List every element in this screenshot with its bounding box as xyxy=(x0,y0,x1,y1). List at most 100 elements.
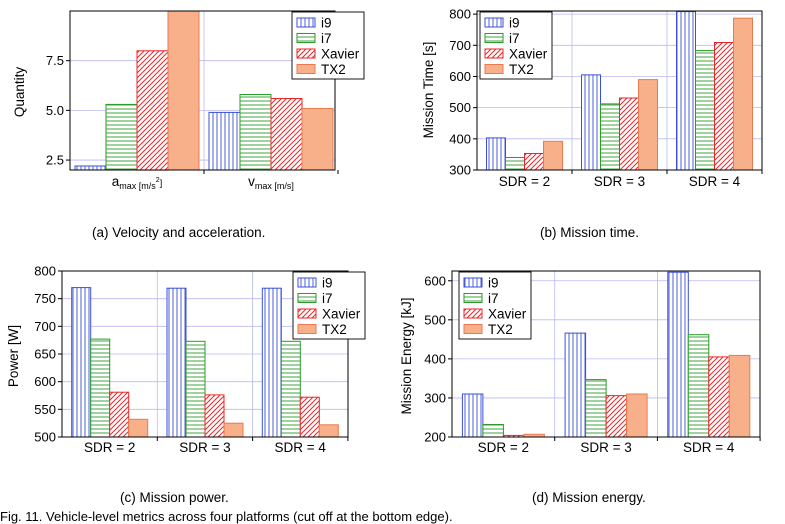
bar-i9-2 xyxy=(564,332,587,438)
ytick-label: 650 xyxy=(34,347,56,362)
ytick-label: 5.0 xyxy=(46,103,64,118)
xtick-label: SDR = 3 xyxy=(594,174,645,189)
bar-i7-2 xyxy=(585,379,607,438)
ytick-label: 300 xyxy=(449,163,471,178)
legend-label-i7: i7 xyxy=(509,31,520,46)
chart-d: 200 300 400 500 600 SDR = 2 SDR = 3 SDR = 4 i9i… xyxy=(399,270,761,455)
legend-label-i9: i9 xyxy=(322,276,333,291)
bar-xavier-1 xyxy=(136,50,169,171)
bar-i7-1 xyxy=(482,424,504,438)
xtick-label: SDR = 4 xyxy=(689,174,741,189)
bar-i7-2 xyxy=(185,340,206,438)
ytick-label: 800 xyxy=(34,264,56,279)
bar-i9-2 xyxy=(208,111,241,171)
bar-xavier-2 xyxy=(605,395,628,438)
legend-swatch-tx2 xyxy=(296,64,316,74)
bar-i7-3 xyxy=(695,50,715,171)
legend-swatch-xavier xyxy=(463,308,483,319)
chart-c-ylabel: Power [W] xyxy=(6,325,21,387)
bar-i9-3 xyxy=(667,271,689,438)
legend-label-i9: i9 xyxy=(488,276,499,291)
legend-label-i7: i7 xyxy=(488,291,499,306)
ytick-label: 500 xyxy=(449,100,471,115)
bar-i7-2 xyxy=(600,103,620,171)
bar-xavier-2 xyxy=(204,394,225,438)
bar-i9-3 xyxy=(676,11,696,171)
ytick-label: 600 xyxy=(449,69,471,84)
legend-swatch-i9 xyxy=(463,277,483,288)
bar-xavier-3 xyxy=(708,356,730,438)
legend-label-i7: i7 xyxy=(322,291,333,306)
bar-xavier-2 xyxy=(270,98,303,171)
ytick-label: 700 xyxy=(34,319,56,334)
bar-i7-1 xyxy=(105,103,138,171)
caption-a: (a) Velocity and acceleration. xyxy=(92,225,266,240)
caption-c: (c) Mission power. xyxy=(120,490,229,505)
bar-tx2-2 xyxy=(223,422,244,438)
ytick-label: 600 xyxy=(424,273,446,288)
ytick-label: 500 xyxy=(424,312,446,327)
bar-i7-1 xyxy=(90,338,111,438)
ytick-label: 500 xyxy=(34,430,56,445)
bar-xavier-3 xyxy=(299,396,320,438)
bar-xavier-2 xyxy=(619,97,639,171)
legend-label-tx2: TX2 xyxy=(509,62,534,77)
bar-xavier-3 xyxy=(714,42,734,171)
plot-frame xyxy=(451,270,761,438)
xtick-label: amax [m/s2] xyxy=(112,174,162,191)
bar-i9-1 xyxy=(486,137,506,171)
legend-swatch-i7 xyxy=(484,33,504,43)
xtick-label: SDR = 3 xyxy=(179,440,230,455)
legend-label-xavier: Xavier xyxy=(322,307,361,322)
legend-swatch-i9 xyxy=(297,277,317,288)
bar-tx2-1 xyxy=(167,10,200,171)
legend-swatch-i9 xyxy=(484,17,504,28)
bar-tx2-1 xyxy=(128,418,149,438)
xtick-label: SDR = 2 xyxy=(84,440,135,455)
ytick-label: 550 xyxy=(34,402,56,417)
legend-swatch-i7 xyxy=(296,33,316,43)
legend-label-xavier: Xavier xyxy=(509,47,548,62)
bar-xavier-1 xyxy=(109,391,130,438)
chart-d-bars xyxy=(461,271,751,438)
ytick-label: 700 xyxy=(449,38,471,53)
bar-i7-3 xyxy=(687,334,710,438)
legend-label-i9: i9 xyxy=(509,16,520,31)
legend-label-i7: i7 xyxy=(321,31,332,46)
legend-swatch-xavier xyxy=(297,308,317,319)
bar-tx2-2 xyxy=(638,79,658,171)
legend-swatch-tx2 xyxy=(484,64,504,74)
ytick-label: 750 xyxy=(34,291,56,306)
xtick-label: vmax [m/s] xyxy=(248,174,294,191)
chart-d-ylabel: Mission Energy [kJ] xyxy=(399,297,414,414)
ytick-label: 7.5 xyxy=(46,53,64,68)
figure-caption-cutoff: Fig. 11. Vehicle-level metrics across fo… xyxy=(0,509,453,524)
chart-b-ylabel: Mission Time [s] xyxy=(421,42,436,139)
bar-i9-1 xyxy=(461,393,484,438)
legend-label-xavier: Xavier xyxy=(321,47,360,62)
chart-c-axes: 500 550 600 650 700 750 800 SDR = 2 SDR = 3 SDR =… xyxy=(34,264,349,455)
chart-b-axes: 300 400 500 600 700 800 SDR = 2 SDR = 3 SDR = 4 xyxy=(449,7,763,189)
legend-swatch-tx2 xyxy=(297,324,317,334)
legend-label-tx2: TX2 xyxy=(488,322,513,337)
ytick-label: 600 xyxy=(34,374,56,389)
caption-b: (b) Mission time. xyxy=(540,225,640,240)
chart-a-ylabel: Quantity xyxy=(12,67,27,118)
chart-d-axes: 200 300 400 500 600 SDR = 2 SDR = 3 SDR = 4 xyxy=(424,270,761,455)
xtick-label: SDR = 4 xyxy=(275,440,327,455)
bar-tx2-3 xyxy=(318,424,339,438)
ytick-label: 400 xyxy=(449,131,471,146)
bar-i9-3 xyxy=(261,287,282,438)
legend-swatch-tx2 xyxy=(463,324,483,334)
legend-label-xavier: Xavier xyxy=(488,307,527,322)
legend-label-tx2: TX2 xyxy=(322,322,347,337)
bar-tx2-3 xyxy=(728,354,751,438)
chart-a-axes: 2.5 5.0 7.5 amax [m/s2] vmax [m/s] xyxy=(46,10,339,191)
legend-swatch-xavier xyxy=(484,48,504,59)
caption-d: (d) Mission energy. xyxy=(532,490,646,505)
bar-i9-2 xyxy=(166,287,187,438)
xtick-label: SDR = 4 xyxy=(683,440,735,455)
legend-label-tx2: TX2 xyxy=(321,62,346,77)
